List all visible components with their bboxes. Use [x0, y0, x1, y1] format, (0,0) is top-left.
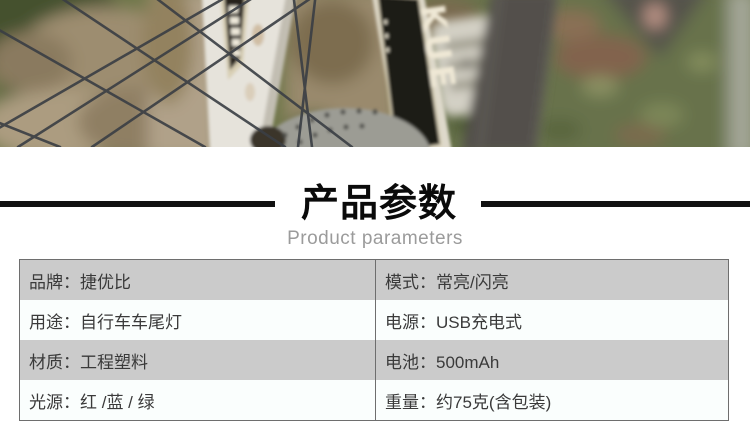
- table-row: 材质：工程塑料 电池：500mAh: [19, 340, 729, 380]
- spec-table: 品牌：捷优比 模式：常亮/闪亮 用途：自行车车尾灯 电源：USB充电式 材质：工…: [19, 259, 729, 421]
- product-photo: KUE: [0, 0, 750, 147]
- spec-cell-material: 材质：工程塑料: [29, 352, 148, 372]
- fork-and-rotor: KUE: [202, 0, 463, 147]
- spec-cell-mode: 模式：常亮/闪亮: [375, 259, 729, 300]
- spec-cell-battery: 电池：500mAh: [375, 340, 729, 380]
- wheel-spokes: [0, 0, 354, 147]
- spec-cell-power: 电源：USB充电式: [375, 300, 729, 340]
- spec-cell-light: 光源：红 /蓝 / 绿: [29, 392, 155, 412]
- section-title: 产品参数: [301, 181, 458, 225]
- table-row: 光源：红 /蓝 / 绿 重量：约75克(含包装): [19, 380, 729, 421]
- rear-tire: [610, 0, 702, 58]
- spec-cell-usage: 用途：自行车车尾灯: [29, 312, 182, 332]
- spec-cell-brand: 品牌：捷优比: [29, 272, 131, 292]
- table-row: 品牌：捷优比 模式：常亮/闪亮: [19, 259, 729, 300]
- title-divider-right: [481, 200, 750, 207]
- section-header: 产品参数 Product parameters: [0, 147, 750, 259]
- table-row: 用途：自行车车尾灯 电源：USB充电式: [19, 300, 729, 340]
- title-divider-left: [0, 200, 275, 207]
- bike-photo-illustration: KUE: [0, 0, 750, 147]
- fork-decal-sticker: [376, 0, 443, 147]
- spec-cell-weight: 重量：约75克(含包装): [375, 380, 729, 421]
- section-subtitle: Product parameters: [287, 228, 463, 249]
- pedal-and-tire: [430, 0, 559, 147]
